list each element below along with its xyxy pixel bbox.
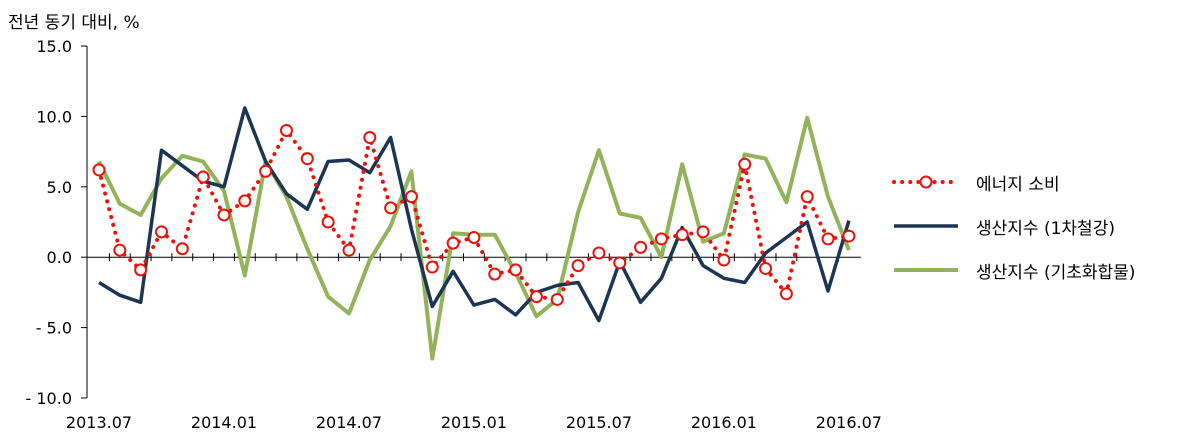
data-point-marker: [217, 208, 231, 222]
data-point-marker: [363, 131, 377, 145]
legend-swatch-line: [894, 224, 958, 228]
chart-series: [92, 106, 856, 361]
data-point-marker: [384, 201, 398, 215]
legend-swatch-line: [894, 268, 958, 272]
data-point-marker: [321, 215, 335, 229]
x-tick-label: 2013.07: [66, 413, 132, 432]
data-point-marker: [113, 243, 127, 257]
y-axis-unit-label: 전년 동기 대비, %: [8, 13, 140, 33]
y-tick-label: 15.0: [36, 37, 72, 56]
data-point-marker: [779, 287, 793, 301]
legend-swatch-dotted-circle: [892, 175, 960, 189]
data-point-marker: [529, 290, 543, 304]
data-point-marker: [279, 123, 293, 137]
y-tick-label: - 10.0: [26, 389, 72, 408]
data-point-marker: [238, 194, 252, 208]
data-point-marker: [196, 170, 210, 184]
data-point-marker: [425, 260, 439, 274]
series-line-energy: [97, 128, 851, 302]
data-point-marker: [821, 232, 835, 246]
data-point-marker: [488, 267, 502, 281]
series-1: [98, 106, 851, 323]
x-tick-label: 2016.01: [691, 413, 757, 432]
data-point-marker: [842, 229, 856, 243]
data-point-marker: [592, 246, 606, 260]
data-point-marker: [759, 261, 773, 275]
data-point-marker: [404, 190, 418, 204]
data-point-marker: [550, 292, 564, 306]
data-point-marker: [154, 225, 168, 239]
y-tick-label: - 5.0: [36, 319, 72, 338]
x-tick-label: 2014.07: [316, 413, 382, 432]
data-point-marker: [675, 228, 689, 242]
y-tick-label: 5.0: [47, 178, 72, 197]
legend-item-chemical: 생산지수 (기초화합물): [890, 248, 1135, 292]
data-point-marker: [634, 240, 648, 254]
data-point-marker: [717, 253, 731, 267]
data-point-marker: [92, 163, 106, 177]
data-point-marker: [613, 256, 627, 270]
x-tick-label: 2016.07: [816, 413, 882, 432]
legend-item-steel: 생산지수 (1차철강): [890, 204, 1135, 248]
legend-label: 에너지 소비: [976, 174, 1060, 195]
data-point-marker: [509, 263, 523, 277]
data-point-marker: [134, 263, 148, 277]
data-point-marker: [696, 225, 710, 239]
chart-axes: 15.0 10.0 5.0 0.0 - 5.0 - 10.0 2013.07 2014.01 2…: [26, 37, 882, 432]
legend-label: 생산지수 (1차철강): [976, 218, 1115, 239]
data-point-marker: [800, 190, 814, 204]
data-point-marker: [300, 152, 314, 166]
y-tick-label: 0.0: [47, 248, 72, 267]
data-point-marker: [571, 259, 585, 273]
series-0: [92, 123, 856, 306]
data-point-marker: [259, 164, 273, 178]
series-line-steel: [98, 106, 851, 323]
data-point-marker: [654, 232, 668, 246]
x-tick-label: 2015.07: [566, 413, 632, 432]
legend-item-energy: 에너지 소비: [890, 160, 1135, 204]
y-tick-label: 10.0: [36, 107, 72, 126]
data-point-marker: [446, 236, 460, 250]
data-point-marker: [342, 243, 356, 257]
x-tick-label: 2014.01: [191, 413, 257, 432]
x-tick-label: 2015.01: [441, 413, 507, 432]
chart-legend: 에너지 소비 생산지수 (1차철강) 생산지수 (기초화합물): [890, 160, 1135, 292]
data-point-marker: [467, 230, 481, 244]
data-point-marker: [738, 157, 752, 171]
data-point-marker: [175, 242, 189, 256]
legend-label: 생산지수 (기초화합물): [976, 262, 1136, 283]
